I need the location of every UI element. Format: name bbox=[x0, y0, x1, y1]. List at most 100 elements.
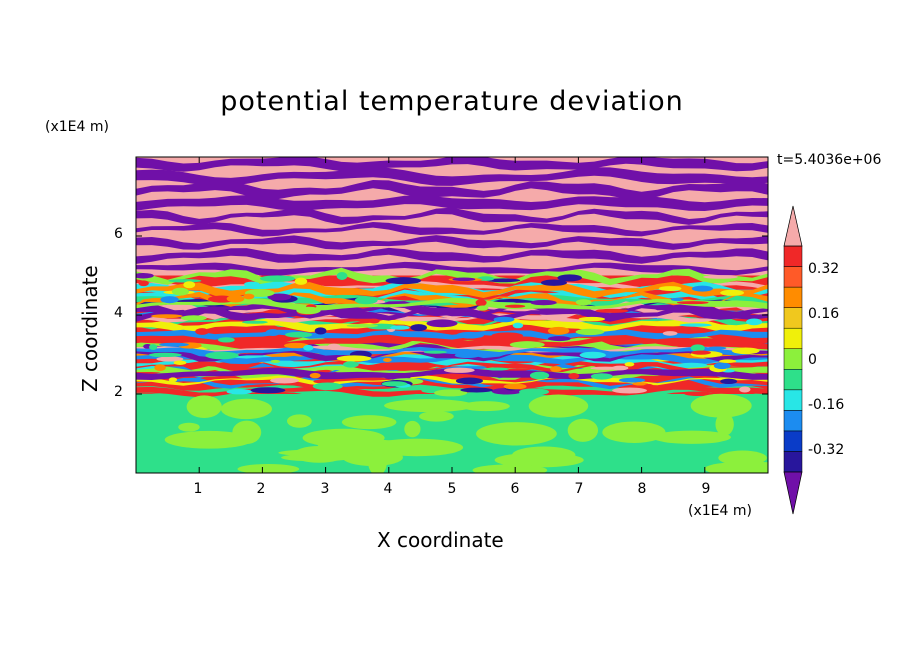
contour-blob bbox=[575, 328, 605, 336]
contour-blob bbox=[243, 293, 255, 300]
contour-blob bbox=[568, 372, 580, 380]
colorbar-tick-label: 0 bbox=[808, 352, 817, 368]
contour-blob bbox=[168, 377, 178, 383]
colorbar-segment bbox=[783, 266, 803, 288]
contour-blob bbox=[267, 293, 292, 301]
contour-patch bbox=[178, 422, 200, 432]
contour-blob bbox=[156, 356, 184, 362]
contour-blob bbox=[226, 389, 253, 395]
contour-blob bbox=[676, 301, 709, 305]
contour-blob bbox=[296, 306, 321, 315]
x-tick-label: 6 bbox=[510, 481, 520, 497]
contour-patch bbox=[494, 452, 584, 468]
contour-blob bbox=[314, 327, 327, 335]
y-tick-label: 2 bbox=[114, 384, 123, 400]
contour-blob bbox=[368, 318, 380, 324]
contour-patch bbox=[278, 449, 365, 457]
contour-patch bbox=[419, 411, 454, 422]
contour-patch bbox=[368, 450, 387, 473]
contour-patch bbox=[232, 420, 262, 444]
colorbar-segment bbox=[783, 369, 803, 391]
contour-blob bbox=[180, 315, 207, 321]
colorbar-segment bbox=[783, 430, 803, 452]
colorbar-segment bbox=[783, 245, 803, 267]
contour-layer bbox=[136, 222, 768, 237]
contour-layer bbox=[136, 180, 768, 200]
contour-blob bbox=[590, 373, 613, 380]
contour-blob bbox=[423, 350, 447, 354]
contour-blob bbox=[679, 323, 712, 327]
contour-blob bbox=[250, 387, 286, 394]
contour-patch bbox=[472, 464, 548, 473]
contour-blob bbox=[691, 350, 711, 355]
contour-blob bbox=[342, 361, 359, 368]
contour-patch bbox=[690, 393, 752, 418]
x-tick-label: 2 bbox=[256, 481, 266, 497]
contour-blob bbox=[410, 324, 427, 332]
contour-blob bbox=[684, 391, 714, 396]
contour-blob bbox=[354, 296, 378, 305]
contour-blob bbox=[720, 378, 738, 384]
contour-blob bbox=[270, 359, 281, 363]
contour-blob bbox=[168, 279, 202, 283]
contour-layer bbox=[136, 207, 768, 226]
y-tick-label: 6 bbox=[114, 226, 123, 242]
contour-blob bbox=[259, 275, 296, 282]
contour-blob bbox=[346, 323, 379, 328]
contour-blob bbox=[618, 377, 646, 383]
contour-patch bbox=[341, 415, 397, 430]
contour-blob bbox=[595, 308, 629, 313]
contour-patch bbox=[718, 450, 767, 466]
contour-blob bbox=[149, 344, 158, 350]
colorbar-tick-label: -0.32 bbox=[808, 442, 845, 458]
contour-blob bbox=[578, 316, 606, 322]
contour-layer bbox=[136, 281, 768, 299]
contour-patch bbox=[186, 395, 222, 419]
contour-blob bbox=[557, 274, 582, 282]
contour-patch bbox=[652, 430, 731, 444]
contour-blob bbox=[136, 273, 154, 279]
contour-blob bbox=[485, 367, 509, 371]
colorbar-segment bbox=[783, 286, 803, 308]
y-axis-unit: (x1E4 m) bbox=[45, 119, 109, 135]
contour-blob bbox=[455, 377, 484, 385]
contour-blob bbox=[746, 318, 763, 326]
contour-blob bbox=[703, 275, 738, 279]
contour-blob bbox=[518, 388, 550, 396]
contour-layer bbox=[136, 157, 768, 172]
contour-blob bbox=[720, 289, 745, 296]
contour-layer bbox=[136, 375, 768, 386]
colorbar-tick-label: 0.16 bbox=[808, 306, 840, 322]
contour-patch bbox=[476, 422, 557, 446]
contour-blob bbox=[285, 331, 313, 338]
x-axis-label: X coordinate bbox=[377, 528, 504, 552]
contour-blob bbox=[226, 295, 245, 303]
contour-blob bbox=[739, 386, 751, 393]
contour-blob bbox=[509, 341, 545, 349]
contour-blob bbox=[530, 299, 557, 306]
contour-blob bbox=[547, 326, 570, 335]
contour-blob bbox=[205, 351, 239, 360]
contour-patch bbox=[567, 418, 599, 442]
contour-blob bbox=[632, 382, 649, 386]
contour-patch bbox=[461, 401, 510, 412]
contour-blob bbox=[575, 299, 592, 306]
contour-blob bbox=[452, 277, 476, 282]
contour-blob bbox=[284, 342, 309, 349]
contour-layer bbox=[136, 305, 768, 322]
contour-blob bbox=[504, 304, 526, 308]
contour-blob bbox=[241, 320, 268, 324]
contour-blob bbox=[590, 366, 621, 370]
contour-blob bbox=[173, 360, 187, 365]
colorbar-segment bbox=[783, 389, 803, 411]
contour-blob bbox=[327, 343, 341, 350]
contour-blob bbox=[159, 342, 189, 347]
contour-blob bbox=[154, 364, 166, 372]
contour-blob bbox=[309, 372, 321, 379]
contour-layer bbox=[136, 235, 768, 250]
contour-blob bbox=[719, 359, 737, 364]
contour-layer bbox=[136, 360, 768, 373]
x-tick-label: 9 bbox=[701, 481, 711, 497]
contour-patch bbox=[370, 438, 464, 457]
